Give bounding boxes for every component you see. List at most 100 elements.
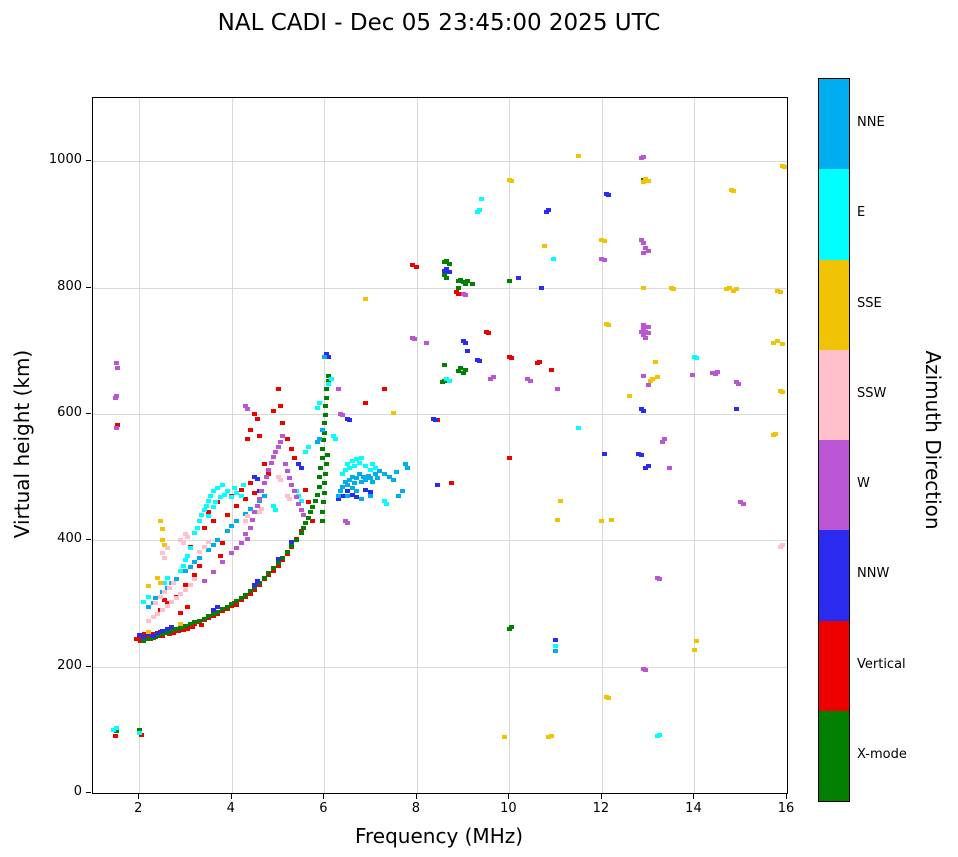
data-point (270, 566, 276, 571)
data-point (645, 324, 651, 329)
data-point (187, 582, 193, 587)
data-point (393, 470, 399, 475)
data-point (340, 471, 346, 476)
data-point (365, 473, 371, 478)
data-point (641, 326, 647, 331)
data-point (363, 463, 369, 468)
data-point (233, 598, 239, 603)
data-point (381, 499, 387, 504)
data-point (298, 507, 304, 512)
data-point (314, 492, 320, 497)
data-point (354, 488, 360, 493)
data-point (270, 408, 276, 413)
x-tick-label: 6 (319, 801, 328, 816)
data-point (146, 604, 152, 609)
gridline-vertical (139, 98, 141, 793)
data-point (277, 404, 283, 409)
data-point (444, 276, 450, 281)
data-point (740, 501, 746, 506)
gridline-horizontal (93, 413, 787, 415)
data-point (654, 375, 660, 380)
data-point (444, 266, 450, 271)
data-point (391, 410, 397, 415)
data-point (641, 408, 647, 413)
data-point (715, 369, 721, 374)
data-point (645, 464, 651, 469)
data-point (169, 600, 175, 605)
data-point (638, 238, 644, 243)
data-point (726, 285, 732, 290)
data-point (423, 341, 429, 346)
data-point (220, 607, 226, 612)
data-point (233, 503, 239, 508)
data-point (298, 530, 304, 535)
colorbar-label: SSW (857, 385, 887, 401)
data-point (268, 461, 274, 466)
data-point (210, 612, 216, 617)
data-point (358, 456, 364, 461)
x-tick-mark (508, 794, 510, 799)
data-point (444, 259, 450, 263)
data-point (363, 400, 369, 405)
data-point (735, 381, 741, 386)
data-point (287, 476, 293, 481)
data-point (553, 648, 559, 653)
data-point (201, 507, 207, 512)
data-point (243, 511, 249, 516)
data-point (782, 164, 788, 169)
data-point (381, 386, 387, 391)
data-point (363, 296, 369, 301)
data-point (557, 499, 563, 504)
data-point (294, 537, 300, 542)
colorbar-segment (819, 440, 849, 531)
data-point (414, 264, 420, 269)
y-tick-label: 800 (57, 278, 82, 294)
data-point (356, 471, 362, 476)
data-point (641, 332, 647, 337)
data-point (159, 538, 165, 543)
data-point (280, 558, 286, 563)
data-point (606, 193, 612, 198)
data-point (284, 494, 290, 499)
data-point (361, 475, 367, 480)
data-point (303, 520, 309, 525)
data-point (377, 468, 383, 473)
data-point (173, 627, 179, 632)
x-tick-label: 10 (500, 801, 517, 816)
data-point (555, 518, 561, 523)
data-point (187, 545, 193, 550)
data-point (192, 530, 198, 535)
colorbar-segment (819, 620, 849, 711)
data-point (643, 336, 649, 341)
data-point (694, 356, 700, 361)
data-point (291, 456, 297, 461)
colorbar-axis-label: Azimuth Direction (921, 350, 945, 530)
data-point (166, 585, 172, 590)
data-point (199, 622, 205, 627)
data-point (164, 626, 170, 631)
data-point (314, 440, 320, 445)
data-point (322, 404, 328, 409)
data-point (354, 457, 360, 462)
data-point (476, 358, 482, 363)
data-point (314, 405, 320, 410)
data-point (650, 377, 656, 382)
data-point (652, 360, 658, 365)
data-point (215, 486, 221, 491)
data-point (340, 494, 346, 499)
data-point (321, 490, 327, 495)
data-point (233, 602, 239, 607)
data-point (326, 381, 332, 386)
data-point (280, 434, 286, 439)
data-point (460, 370, 466, 375)
colorbar-segment (819, 710, 849, 801)
data-point (266, 571, 272, 576)
data-point (229, 495, 235, 500)
data-point (301, 513, 306, 517)
data-point (233, 519, 239, 524)
colorbar-label: E (857, 205, 866, 221)
data-point (284, 468, 290, 473)
data-point (164, 576, 170, 581)
data-point (201, 525, 207, 530)
data-point (178, 568, 184, 573)
